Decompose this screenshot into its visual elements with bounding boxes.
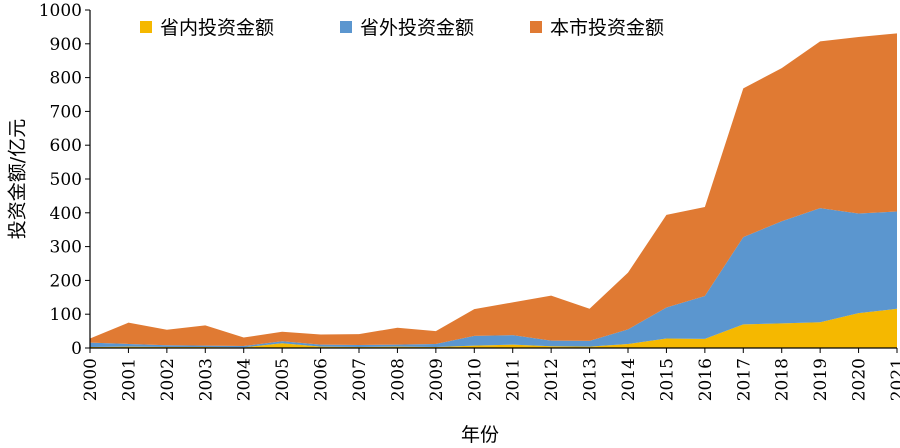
x-tick-label: 2005: [273, 358, 293, 401]
y-tick-label: 600: [50, 136, 82, 156]
x-tick-label: 2015: [657, 358, 677, 401]
legend-swatch: [340, 21, 352, 33]
x-tick-label: 2019: [811, 358, 831, 401]
x-tick-label: 2006: [312, 358, 332, 401]
legend-swatch: [140, 21, 152, 33]
y-axis-title: 投资金额/亿元: [7, 119, 29, 239]
x-tick-label: 2001: [119, 358, 139, 401]
y-tick-label: 1000: [39, 1, 82, 21]
x-tick-label: 2011: [504, 358, 524, 401]
area-series-1: [90, 308, 897, 348]
x-ticks-group: 2000 2001 2002 2003 2004 2005 2006 2007 2008 2009…: [81, 348, 900, 401]
legend: 省内投资金额 省外投资金额 本市投资金额: [140, 17, 664, 39]
y-tick-label: 100: [50, 305, 82, 325]
x-tick-label: 2020: [850, 358, 870, 401]
x-tick-label: 2007: [350, 358, 370, 401]
legend-swatch: [530, 21, 542, 33]
y-tick-label: 0: [71, 339, 82, 359]
area-series-3: [90, 33, 897, 346]
x-tick-label: 2000: [81, 358, 101, 401]
x-tick-label: 2016: [696, 358, 716, 401]
x-tick-label: 2008: [388, 358, 408, 401]
x-tick-label: 2017: [734, 358, 754, 401]
x-tick-label: 2003: [196, 358, 216, 401]
x-tick-label: 2002: [158, 358, 178, 401]
y-tick-label: 700: [50, 102, 82, 122]
x-tick-label: 2009: [427, 358, 447, 401]
legend-label: 省外投资金额: [360, 17, 474, 39]
x-tick-label: 2021: [888, 358, 900, 401]
x-tick-label: 2004: [235, 358, 255, 401]
y-tick-label: 400: [50, 204, 82, 224]
x-tick-label: 2018: [773, 358, 793, 401]
x-tick-label: 2013: [581, 358, 601, 401]
y-tick-label: 800: [50, 69, 82, 89]
x-tick-label: 2010: [465, 358, 485, 401]
y-tick-label: 500: [50, 170, 82, 190]
y-tick-label: 900: [50, 35, 82, 55]
x-tick-label: 2012: [542, 358, 562, 401]
area-series-group: [90, 33, 897, 348]
y-tick-label: 300: [50, 238, 82, 258]
legend-label: 本市投资金额: [550, 17, 664, 39]
legend-label: 省内投资金额: [160, 17, 274, 39]
x-axis-title: 年份: [461, 424, 499, 446]
area-series-2: [90, 208, 897, 348]
x-tick-label: 2014: [619, 358, 639, 401]
y-ticks-group: 0 100 200 300 400 500 600 700 800 900 1000: [39, 1, 90, 359]
y-tick-label: 200: [50, 271, 82, 291]
